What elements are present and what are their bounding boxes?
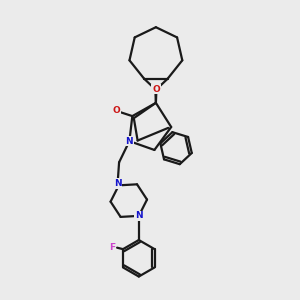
Text: O: O: [112, 106, 120, 115]
Text: O: O: [153, 85, 160, 94]
Text: N: N: [135, 212, 142, 220]
Text: O: O: [152, 85, 159, 94]
Text: N: N: [114, 179, 122, 188]
Text: F: F: [109, 243, 115, 252]
Text: N: N: [114, 179, 122, 188]
Text: N: N: [126, 136, 133, 146]
